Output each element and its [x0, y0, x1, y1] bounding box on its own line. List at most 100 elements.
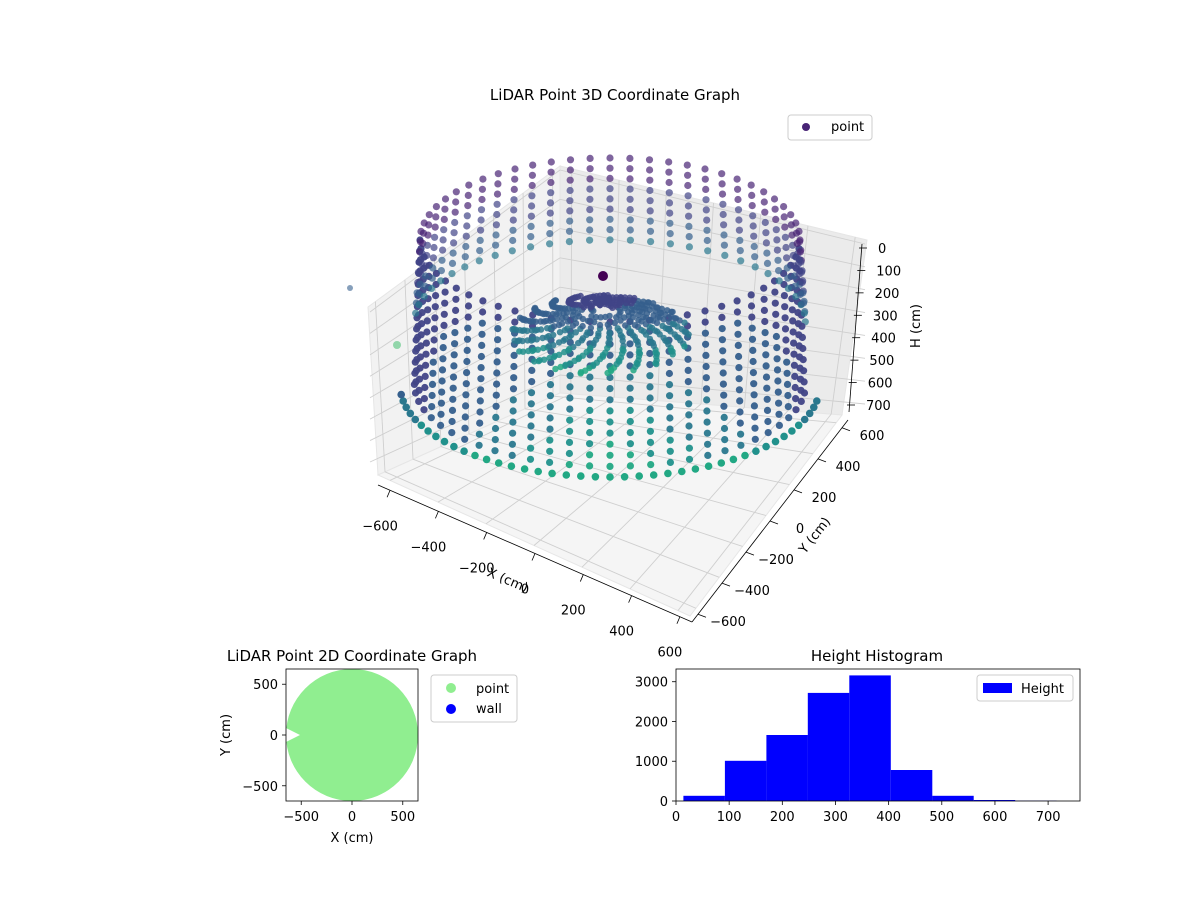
- cloud-point: [575, 354, 583, 361]
- cloud-point: [788, 427, 796, 435]
- cloud-point: [798, 268, 806, 276]
- legend-2d-marker-point: [446, 683, 456, 693]
- y-tick-label-3d: 600: [860, 429, 885, 444]
- cloud-point: [665, 369, 674, 378]
- cloud-point: [797, 397, 805, 405]
- cloud-point: [635, 472, 643, 480]
- cloud-point: [773, 236, 781, 244]
- chart-3d: LiDAR Point 3D Coordinate Graph −600 −400…: [347, 86, 924, 661]
- cloud-point: [571, 357, 578, 364]
- y-tick-3d: [697, 613, 707, 618]
- cloud-point: [425, 211, 433, 219]
- cloud-point: [574, 310, 581, 317]
- cloud-point: [528, 202, 536, 210]
- cloud-point: [772, 215, 780, 223]
- cloud-point: [562, 361, 569, 368]
- cloud-point: [747, 181, 755, 189]
- cloud-point: [718, 170, 726, 178]
- cloud-point: [516, 337, 523, 344]
- cloud-point: [626, 417, 634, 426]
- cloud-point: [423, 241, 431, 249]
- z-tick-label-3d: 600: [868, 377, 893, 392]
- cloud-point: [684, 378, 692, 386]
- cloud-point: [606, 236, 614, 244]
- cloud-point: [664, 469, 672, 478]
- y-tick-label-histogram: 0: [660, 795, 668, 810]
- cloud-point: [735, 386, 744, 394]
- cloud-point: [493, 347, 501, 355]
- cloud-point: [685, 433, 693, 441]
- cloud-point: [631, 294, 638, 302]
- cloud-point: [509, 418, 517, 426]
- cloud-point: [750, 402, 759, 410]
- cloud-point: [493, 200, 501, 208]
- cloud-point: [747, 302, 756, 310]
- cloud-point: [751, 435, 759, 443]
- cloud-point: [584, 329, 591, 336]
- cloud-point: [566, 394, 574, 402]
- cloud-point: [475, 441, 483, 449]
- cloud-point: [527, 422, 535, 430]
- cloud-point: [666, 458, 675, 466]
- cloud-point: [761, 218, 769, 227]
- cloud-point: [762, 351, 770, 359]
- x-tick-3d: [676, 616, 681, 624]
- cloud-point: [587, 324, 595, 332]
- cloud-point: [684, 389, 693, 397]
- cloud-point: [546, 219, 554, 227]
- legend-histogram-swatch: [983, 683, 1012, 693]
- cloud-point: [703, 236, 711, 245]
- cloud-point: [478, 341, 486, 349]
- grid-line-z-left: [369, 169, 561, 313]
- cloud-point: [586, 462, 594, 470]
- cloud-point: [760, 188, 768, 196]
- cloud-point: [449, 373, 458, 381]
- cloud-point: [531, 358, 538, 365]
- cloud-point: [703, 407, 711, 415]
- cloud-point: [509, 407, 517, 415]
- cloud-point: [736, 408, 744, 416]
- cloud-point: [734, 319, 742, 327]
- cloud-point: [432, 432, 440, 441]
- cloud-point: [702, 385, 711, 393]
- cloud-point: [441, 288, 449, 296]
- cloud-point: [477, 375, 485, 383]
- cloud-point: [749, 346, 757, 354]
- cloud-point: [665, 178, 673, 187]
- cloud-point: [510, 325, 518, 333]
- cloud-point: [646, 227, 655, 235]
- cloud-point: [632, 337, 640, 344]
- cloud-point: [422, 350, 430, 358]
- cloud-point: [750, 380, 758, 388]
- cloud-point: [666, 436, 674, 444]
- cloud-point: [718, 336, 727, 344]
- cloud-point: [566, 372, 574, 380]
- cloud-point: [665, 168, 673, 176]
- x-tick-label-3d: 0: [521, 583, 529, 598]
- cloud-point: [440, 332, 448, 341]
- cloud-point: [721, 447, 729, 455]
- y-tick-3d: [769, 520, 779, 525]
- cloud-point: [440, 215, 448, 223]
- cloud-point: [463, 212, 471, 220]
- cloud-point: [614, 325, 621, 332]
- cloud-point: [646, 323, 653, 331]
- cloud-point: [476, 397, 484, 405]
- cloud-point: [586, 154, 594, 162]
- cloud-point: [685, 222, 693, 230]
- point-cloud-2d: [286, 669, 418, 801]
- cloud-point: [763, 259, 772, 267]
- cloud-point: [476, 408, 484, 416]
- cloud-point: [602, 313, 609, 321]
- cloud-point: [397, 390, 406, 399]
- cloud-point: [735, 364, 743, 372]
- cloud-point: [606, 215, 614, 223]
- cloud-point: [402, 403, 411, 412]
- cloud-point: [566, 416, 574, 424]
- cloud-point: [451, 329, 459, 337]
- grid-line-z-back: [559, 345, 866, 382]
- x-tick-3d: [483, 532, 488, 540]
- x-tick-label-2d: 500: [390, 810, 415, 825]
- cloud-point: [449, 395, 457, 403]
- cloud-point: [683, 311, 691, 319]
